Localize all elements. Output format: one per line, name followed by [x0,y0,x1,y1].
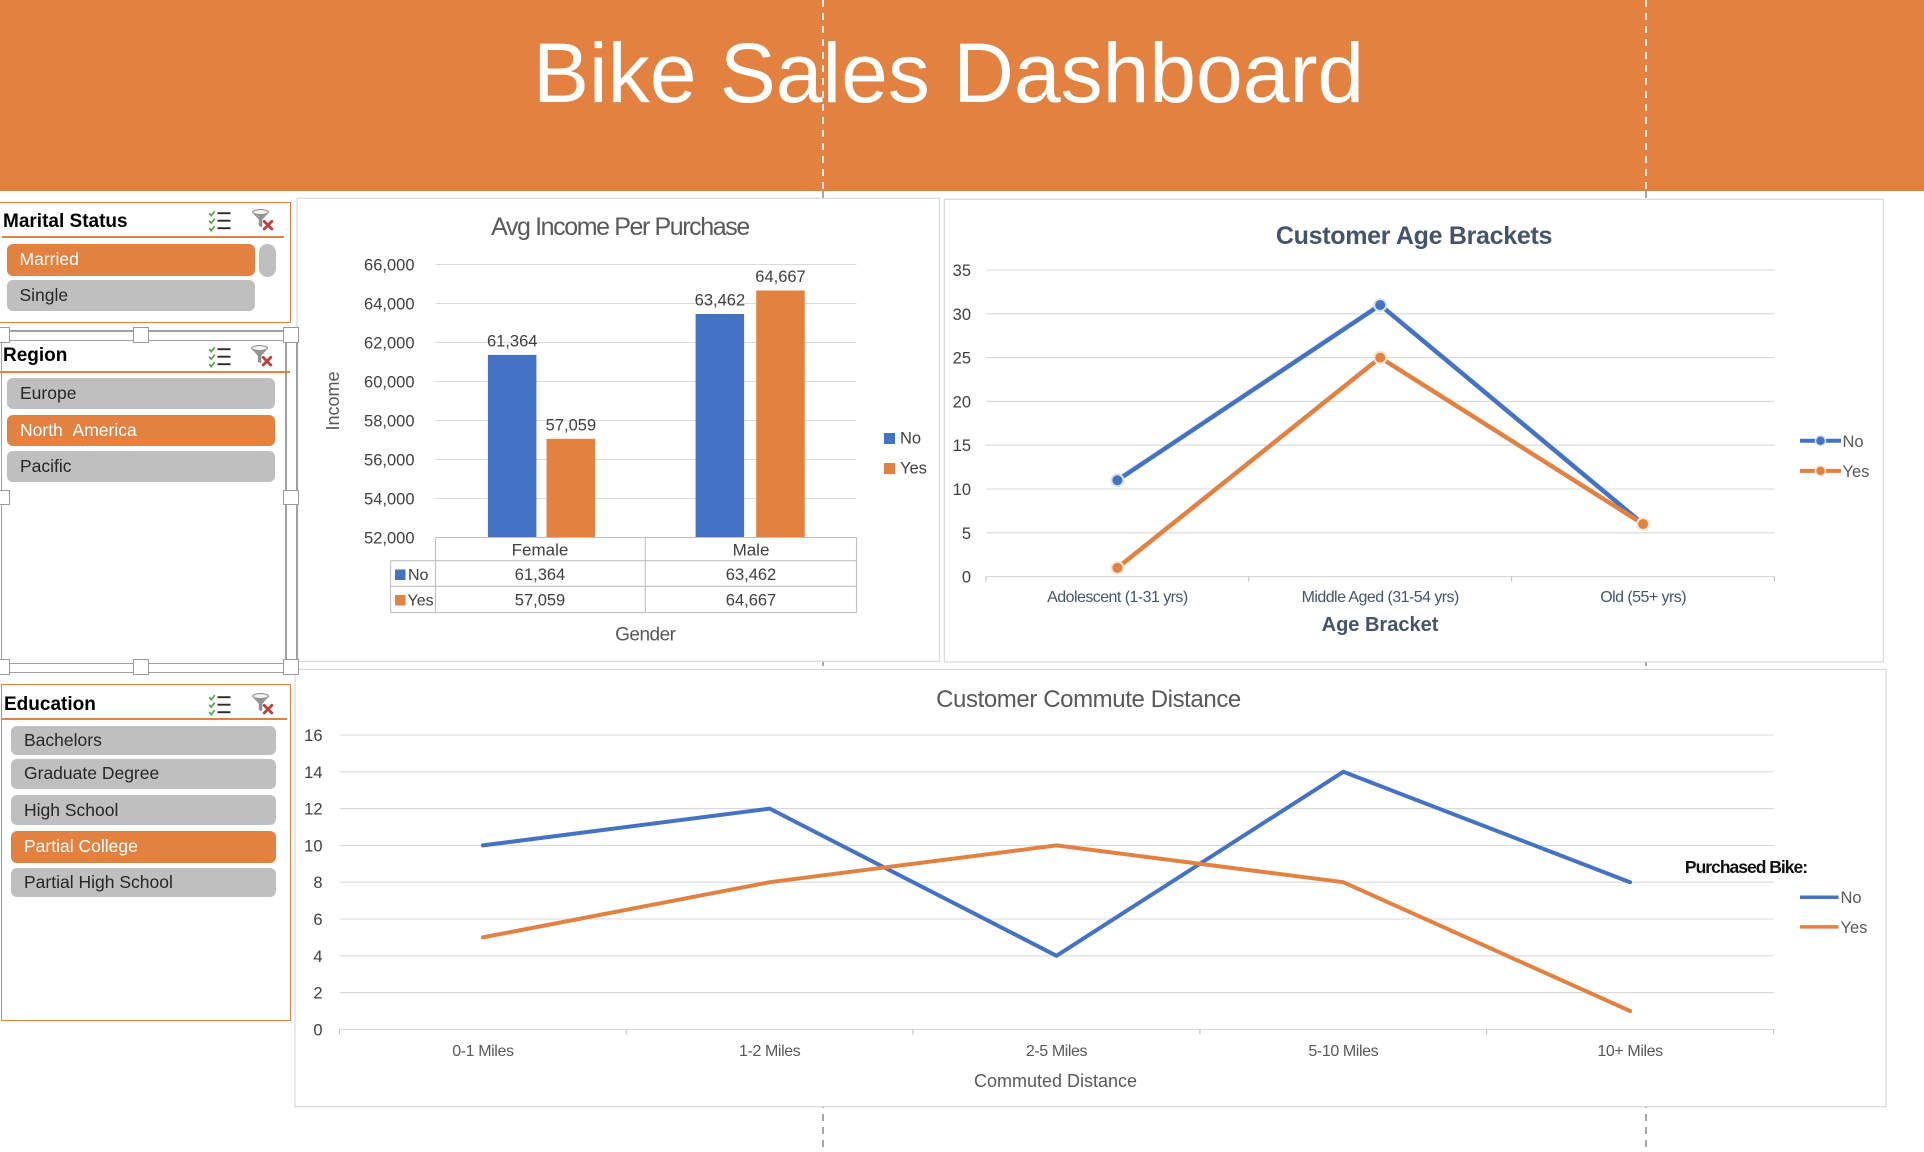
svg-text:Gender: Gender [615,625,677,646]
svg-text:58,000: 58,000 [364,413,414,431]
svg-text:10+ Miles: 10+ Miles [1597,1043,1663,1060]
svg-text:Age Bracket: Age Bracket [1322,614,1439,636]
svg-text:66,000: 66,000 [364,257,414,275]
svg-text:Yes: Yes [408,593,434,610]
svg-text:Adolescent (1-31 yrs): Adolescent (1-31 yrs) [1047,589,1188,606]
svg-text:Female: Female [512,541,569,560]
svg-text:16: 16 [304,727,322,745]
svg-text:Customer Commute Distance: Customer Commute Distance [936,686,1241,713]
svg-text:0: 0 [962,569,971,587]
svg-text:54,000: 54,000 [364,491,414,509]
svg-text:No: No [408,567,429,584]
svg-text:64,667: 64,667 [755,268,805,286]
svg-text:30: 30 [953,306,971,324]
svg-text:62,000: 62,000 [364,335,414,353]
svg-text:Customer Age Brackets: Customer Age Brackets [1276,222,1552,250]
svg-text:12: 12 [304,801,322,819]
svg-text:10: 10 [304,837,322,855]
svg-text:Commuted Distance: Commuted Distance [974,1071,1137,1091]
svg-text:Old (55+ yrs): Old (55+ yrs) [1600,589,1686,606]
svg-text:20: 20 [953,393,971,411]
svg-text:61,364: 61,364 [487,333,537,351]
svg-text:No: No [1843,433,1864,451]
svg-text:56,000: 56,000 [364,452,414,470]
svg-text:4: 4 [313,948,322,966]
svg-text:60,000: 60,000 [364,374,414,392]
svg-text:8: 8 [313,874,322,892]
svg-text:5: 5 [962,525,971,543]
svg-text:57,059: 57,059 [515,592,565,610]
svg-text:0: 0 [313,1021,322,1039]
svg-text:Income: Income [323,371,343,430]
svg-text:63,462: 63,462 [726,566,776,584]
svg-text:No: No [1841,889,1862,907]
svg-text:61,364: 61,364 [515,566,565,584]
svg-text:Male: Male [733,541,770,560]
svg-text:63,462: 63,462 [695,292,745,310]
svg-text:15: 15 [953,437,971,455]
svg-text:10: 10 [953,481,971,499]
svg-text:No: No [900,430,921,448]
svg-text:57,059: 57,059 [546,417,596,435]
svg-text:Purchased Bike:: Purchased Bike: [1685,857,1807,877]
svg-text:14: 14 [304,764,322,782]
svg-text:52,000: 52,000 [364,530,414,548]
svg-text:Yes: Yes [900,460,927,478]
svg-text:Middle Aged (31-54 yrs): Middle Aged (31-54 yrs) [1302,589,1459,606]
svg-text:Yes: Yes [1843,463,1870,481]
svg-text:64,667: 64,667 [726,592,776,610]
svg-text:25: 25 [953,350,971,368]
svg-text:Yes: Yes [1841,919,1868,937]
svg-text:5-10 Miles: 5-10 Miles [1308,1043,1378,1060]
svg-text:35: 35 [953,262,971,280]
svg-text:6: 6 [313,911,322,929]
svg-text:Avg Income Per Purchase: Avg Income Per Purchase [491,213,749,241]
svg-text:0-1 Miles: 0-1 Miles [452,1043,514,1060]
svg-text:64,000: 64,000 [364,296,414,314]
svg-text:1-2 Miles: 1-2 Miles [739,1043,801,1060]
svg-text:2-5 Miles: 2-5 Miles [1026,1043,1088,1060]
svg-text:2: 2 [313,985,322,1003]
